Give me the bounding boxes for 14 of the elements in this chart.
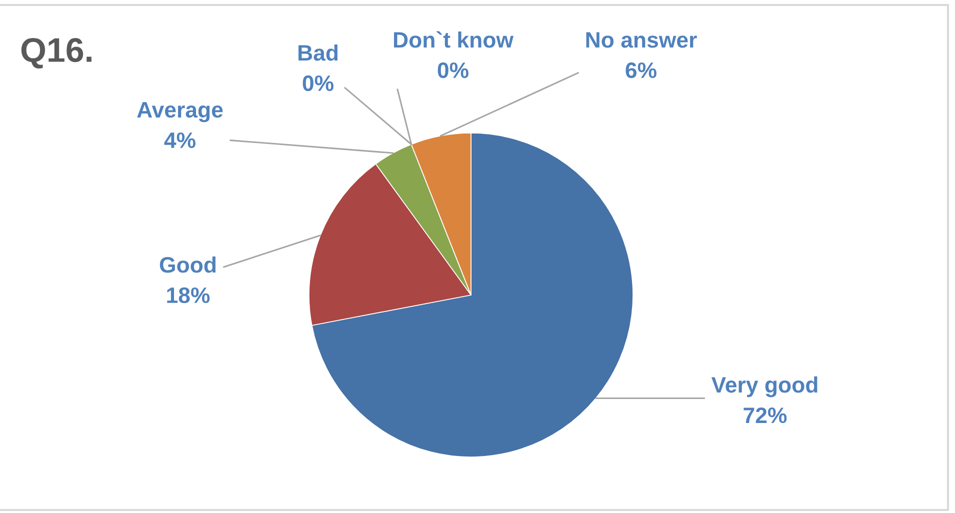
slice-label: Very good xyxy=(711,376,818,398)
data-label: 18% xyxy=(167,287,210,304)
data-label: 6% xyxy=(626,62,656,78)
slice-label: Good xyxy=(160,256,216,273)
chart-title: Q16. xyxy=(21,38,92,68)
pie-slice xyxy=(311,132,634,458)
slice-label: No answer xyxy=(586,32,697,48)
category-label: Bad xyxy=(298,44,338,61)
data-label: 72% xyxy=(744,407,787,424)
slice-label: Average xyxy=(137,102,223,122)
text: 0% xyxy=(302,75,334,92)
data-label: 4% xyxy=(164,132,196,148)
category-label: Don`t know xyxy=(394,31,514,48)
text: 0% xyxy=(438,62,468,78)
